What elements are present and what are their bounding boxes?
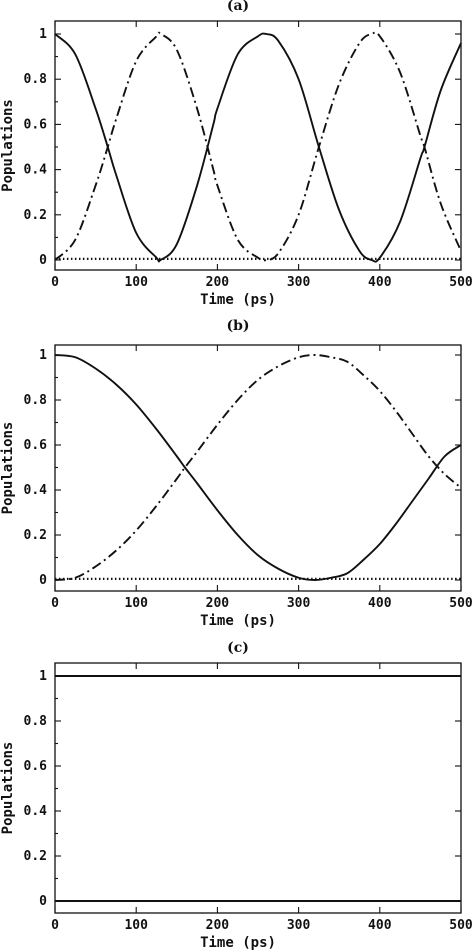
panel-b-title: (b) — [226, 318, 249, 334]
panel-a-xtick-label: 200 — [206, 275, 230, 290]
panel-b-xtick-label: 0 — [51, 596, 59, 611]
panel-c-ytick-label: 0 — [39, 894, 47, 909]
panel-c-ytick-label: 0.8 — [24, 714, 48, 729]
panel-c-xtick-label: 100 — [124, 918, 148, 933]
panel-a-ylabel: Populations — [0, 99, 16, 192]
panel-a-ytick-label: 0.8 — [24, 72, 48, 87]
panel-b-xtick-label: 100 — [124, 596, 148, 611]
panel-c-ytick-label: 0.6 — [24, 759, 48, 774]
panel-b-ylabel: Populations — [0, 422, 16, 515]
panel-a-ytick-label: 0.4 — [24, 163, 48, 178]
panel-c-title: (c) — [227, 640, 249, 656]
panel-c-ytick-label: 1 — [39, 669, 47, 684]
panel-c-xlabel: Time (ps) — [200, 935, 276, 951]
panel-b-xtick-label: 500 — [449, 596, 473, 611]
panel-c-xtick-label: 300 — [287, 918, 311, 933]
panel-a-series-1-dash-dot-line — [54, 31, 462, 262]
panel-a-frame — [54, 20, 462, 271]
panel-a-xtick-label: 300 — [287, 275, 311, 290]
panel-c-xtick-label: 0 — [51, 918, 59, 933]
panel-c-ytick-label: 0.4 — [24, 804, 48, 819]
panel-b-ytick-label: 1 — [39, 348, 47, 363]
panel-b: (b) Time (ps) Populations 0 100 200 300 400 5… — [0, 318, 473, 629]
panel-b-ytick-label: 0.4 — [24, 483, 48, 498]
panel-a-xtick-label: 100 — [124, 275, 148, 290]
panel-b-xtick-label: 200 — [206, 596, 230, 611]
panel-b-ytick-label: 0 — [39, 573, 47, 588]
panel-a-xtick-label: 0 — [51, 275, 59, 290]
panel-b-xtick-label: 300 — [287, 596, 311, 611]
panel-a-ytick-label: 0 — [39, 253, 47, 268]
panel-b-ytick-label: 0.2 — [24, 528, 47, 543]
panel-c-ytick-label: 0.2 — [24, 849, 47, 864]
panel-b-series-0-solid-line — [54, 354, 462, 581]
panel-a: (a) Time (ps) Populations 0 100 200 300 400 5… — [0, 0, 473, 308]
panel-a-title: (a) — [227, 0, 249, 14]
panel-a-series-0-solid-line — [54, 32, 462, 263]
panel-b-series-1-dash-dot-line — [54, 354, 462, 581]
panel-a-ytick-label: 0.6 — [24, 117, 48, 132]
panel-b-ytick-label: 0.8 — [24, 393, 48, 408]
panel-c-xtick-label: 400 — [368, 918, 392, 933]
panel-c-frame — [54, 662, 462, 914]
panel-a-xlabel: Time (ps) — [200, 292, 276, 308]
panel-b-xtick-label: 400 — [368, 596, 392, 611]
panel-c-ylabel: Populations — [0, 742, 16, 835]
panel-a-ytick-label: 0.2 — [24, 208, 47, 223]
panel-c-xtick-label: 500 — [449, 918, 473, 933]
panel-b-xlabel: Time (ps) — [200, 613, 276, 629]
panel-a-xtick-label: 500 — [449, 275, 473, 290]
panel-a-xtick-label: 400 — [368, 275, 392, 290]
panel-c: (c) Time (ps) Populations 0 100 200 300 400 5… — [0, 640, 473, 951]
panel-b-ytick-label: 0.6 — [24, 438, 48, 453]
panel-a-ytick-label: 1 — [39, 27, 47, 42]
panel-c-xtick-label: 200 — [206, 918, 230, 933]
